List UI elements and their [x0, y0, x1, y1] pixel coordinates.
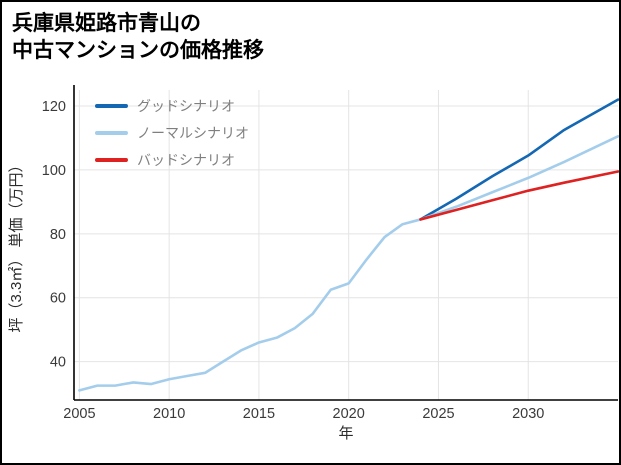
chart-title-line1: 兵庫県姫路市青山の — [12, 12, 201, 35]
good-scenario-line-swatch — [95, 103, 128, 108]
svg-text:2005: 2005 — [63, 406, 95, 422]
gridlines — [74, 90, 618, 400]
chart-title: 兵庫県姫路市青山の 中古マンションの価格推移 — [12, 10, 264, 64]
legend-label-normal-scenario: ノーマルシナリオ — [137, 124, 249, 141]
legend-label-bad-scenario: バッドシナリオ — [137, 151, 235, 168]
svg-text:120: 120 — [42, 99, 66, 115]
legend-item-bad-scenario: バッドシナリオ — [95, 146, 249, 173]
svg-text:2030: 2030 — [512, 406, 544, 422]
chart-title-line2: 中古マンションの価格推移 — [12, 39, 264, 62]
normal-scenario-line-swatch — [95, 130, 128, 135]
y-axis-label: 坪（3.3㎡） 単価（万円） — [8, 157, 25, 332]
svg-text:80: 80 — [50, 227, 66, 243]
svg-text:2020: 2020 — [333, 406, 365, 422]
tick-labels: 40 60 80 100 120 2005 2010 2015 2020 2025 2030 — [42, 99, 545, 422]
legend-item-normal-scenario: ノーマルシナリオ — [95, 119, 249, 146]
svg-text:60: 60 — [50, 291, 66, 307]
legend-label-good-scenario: グッドシナリオ — [137, 97, 235, 114]
x-axis-label: 年 — [338, 425, 353, 442]
bad-scenario-line-swatch — [95, 157, 128, 162]
svg-text:40: 40 — [50, 355, 66, 371]
svg-text:2025: 2025 — [422, 406, 454, 422]
svg-text:2010: 2010 — [153, 406, 185, 422]
legend-item-good-scenario: グッドシナリオ — [95, 92, 249, 119]
chart-legend: グッドシナリオ ノーマルシナリオ バッドシナリオ — [95, 92, 249, 173]
svg-text:2015: 2015 — [243, 406, 275, 422]
svg-text:100: 100 — [42, 163, 66, 179]
chart-series-lines — [78, 98, 619, 392]
axes — [73, 85, 618, 401]
